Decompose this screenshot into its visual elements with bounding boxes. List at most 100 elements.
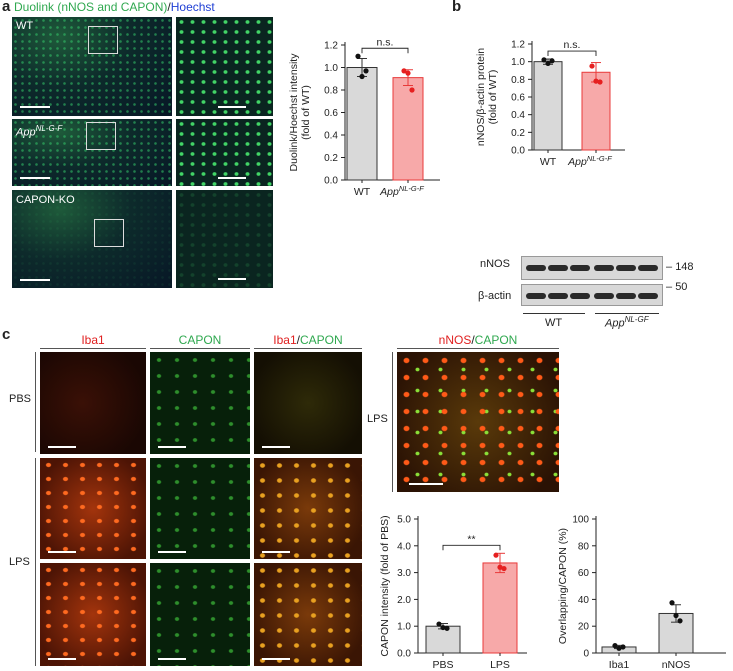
data-point bbox=[355, 53, 361, 59]
y-tick-label: 60 bbox=[578, 568, 590, 579]
scale-bar bbox=[20, 177, 50, 179]
wt-hippocampus-image: WT bbox=[12, 17, 172, 116]
blot-nnos-label: nNOS bbox=[480, 258, 510, 270]
app-lane-line bbox=[595, 313, 659, 314]
lps-iba1-zoom-image bbox=[40, 563, 146, 666]
y-axis-label: CAPON intensity (fold of PBS) bbox=[379, 515, 391, 656]
y-tick-label: 2.0 bbox=[397, 595, 411, 606]
scale-bar bbox=[218, 106, 246, 108]
mw-148: – 148 bbox=[666, 261, 694, 273]
col-header-iba1: Iba1 bbox=[81, 333, 105, 347]
y-tick-label: 0 bbox=[583, 649, 589, 660]
data-point bbox=[593, 78, 599, 84]
bar bbox=[392, 77, 424, 181]
data-point bbox=[493, 552, 499, 558]
ko-hippocampus-image: CAPON-KO bbox=[12, 190, 172, 288]
actin-blot bbox=[521, 284, 663, 306]
y-tick-label: 0.4 bbox=[324, 131, 338, 142]
col-header-merge: Iba1/CAPON bbox=[273, 333, 343, 347]
app-label: AppNL-G-F bbox=[16, 124, 63, 139]
y-tick-label: 1.0 bbox=[397, 622, 411, 633]
y-tick-label: 0.8 bbox=[324, 86, 338, 97]
significance-bracket bbox=[442, 544, 501, 551]
data-point bbox=[677, 618, 683, 624]
panel-a-header-sep: / bbox=[167, 0, 171, 14]
data-point bbox=[673, 612, 679, 619]
pbs-capon-image bbox=[150, 352, 250, 454]
wt-lane-label: WT bbox=[545, 317, 563, 329]
col-header-capon: CAPON bbox=[178, 333, 222, 347]
y-tick-label: 0.0 bbox=[324, 176, 338, 187]
data-point bbox=[541, 57, 547, 63]
significance-label: n.s. bbox=[377, 36, 394, 48]
ko-zoom-image bbox=[176, 190, 273, 288]
wt-zoom-image bbox=[176, 17, 273, 116]
data-point bbox=[497, 564, 503, 570]
lps-merge-zoom-image bbox=[254, 563, 362, 666]
lps-capon-zoom-image bbox=[150, 563, 250, 666]
y-tick-label: 1.0 bbox=[511, 57, 525, 68]
mw-50: – 50 bbox=[666, 281, 688, 293]
pbs-iba1-image bbox=[40, 352, 146, 454]
y-axis-label: Overlapping/CAPON (%) bbox=[557, 528, 569, 644]
app-hippocampus-image: AppNL-G-F bbox=[12, 119, 172, 186]
lps-capon-image bbox=[150, 458, 250, 559]
x-tick-label: AppNL-G-F bbox=[567, 154, 612, 168]
data-point bbox=[669, 600, 675, 606]
lps-iba1-image bbox=[40, 458, 146, 559]
panel-b-bar-chart: 0.0 0.2 0.4 0.6 0.8 1.0 1.2 nNOS/β-actin protei… bbox=[475, 39, 625, 168]
lps-nnos-capon-image bbox=[397, 352, 559, 492]
panel-a-header: Duolink (nNOS and CAPON)/Hoechst bbox=[14, 0, 215, 14]
scale-bar bbox=[20, 106, 50, 108]
data-point bbox=[545, 60, 551, 67]
bar bbox=[425, 625, 461, 654]
y-axis-label: Duolink/Hoechst intensity bbox=[288, 53, 300, 172]
row-label-lps: LPS bbox=[9, 556, 30, 568]
significance-bracket bbox=[361, 47, 409, 54]
panel-a-header-blue: Hoechst bbox=[170, 0, 215, 14]
row-label-pbs: PBS bbox=[9, 393, 32, 405]
data-point bbox=[405, 70, 411, 76]
data-point bbox=[440, 624, 446, 631]
y-tick-label: 0.0 bbox=[511, 146, 525, 157]
y-tick-label: 100 bbox=[572, 515, 589, 526]
significance-label: n.s. bbox=[564, 39, 581, 51]
zoom-box bbox=[94, 219, 124, 247]
y-tick-label: 40 bbox=[578, 595, 590, 606]
data-point bbox=[359, 73, 365, 80]
app-lane-label: AppNL-GF bbox=[605, 315, 649, 330]
zoom-box bbox=[88, 26, 118, 54]
y-tick-label: 4.0 bbox=[397, 541, 411, 552]
panel-a-letter: a bbox=[2, 0, 11, 15]
x-tick-label: LPS bbox=[490, 659, 510, 671]
lps-merge-image bbox=[254, 458, 362, 559]
ko-label: CAPON-KO bbox=[16, 194, 75, 206]
data-point bbox=[401, 68, 407, 74]
app-zoom-image bbox=[176, 119, 273, 186]
wt-label: WT bbox=[16, 20, 34, 32]
y-tick-label: 0.6 bbox=[324, 108, 338, 119]
data-point bbox=[620, 644, 626, 650]
y-axis-label: (fold of WT) bbox=[300, 85, 312, 140]
y-tick-label: 1.2 bbox=[324, 41, 338, 52]
x-tick-label: PBS bbox=[432, 659, 453, 671]
zoom-box bbox=[86, 122, 116, 150]
y-tick-label: 20 bbox=[578, 622, 590, 633]
scale-bar bbox=[218, 278, 246, 280]
bar bbox=[533, 61, 563, 151]
panel-b-letter: b bbox=[452, 0, 462, 15]
row-label-lps-right: LPS bbox=[367, 413, 388, 425]
x-tick-label: AppNL-G-F bbox=[379, 184, 424, 198]
y-tick-label: 0.0 bbox=[397, 649, 411, 660]
significance-label: ** bbox=[467, 533, 475, 545]
y-tick-label: 80 bbox=[578, 541, 590, 552]
data-point bbox=[549, 58, 555, 64]
bar bbox=[346, 67, 378, 181]
y-tick-label: 0.6 bbox=[511, 93, 525, 104]
data-point bbox=[597, 79, 603, 85]
data-point bbox=[363, 68, 369, 74]
panel-c-letter: c bbox=[2, 326, 11, 343]
y-tick-label: 0.2 bbox=[511, 128, 525, 139]
x-tick-label: Iba1 bbox=[609, 659, 630, 671]
